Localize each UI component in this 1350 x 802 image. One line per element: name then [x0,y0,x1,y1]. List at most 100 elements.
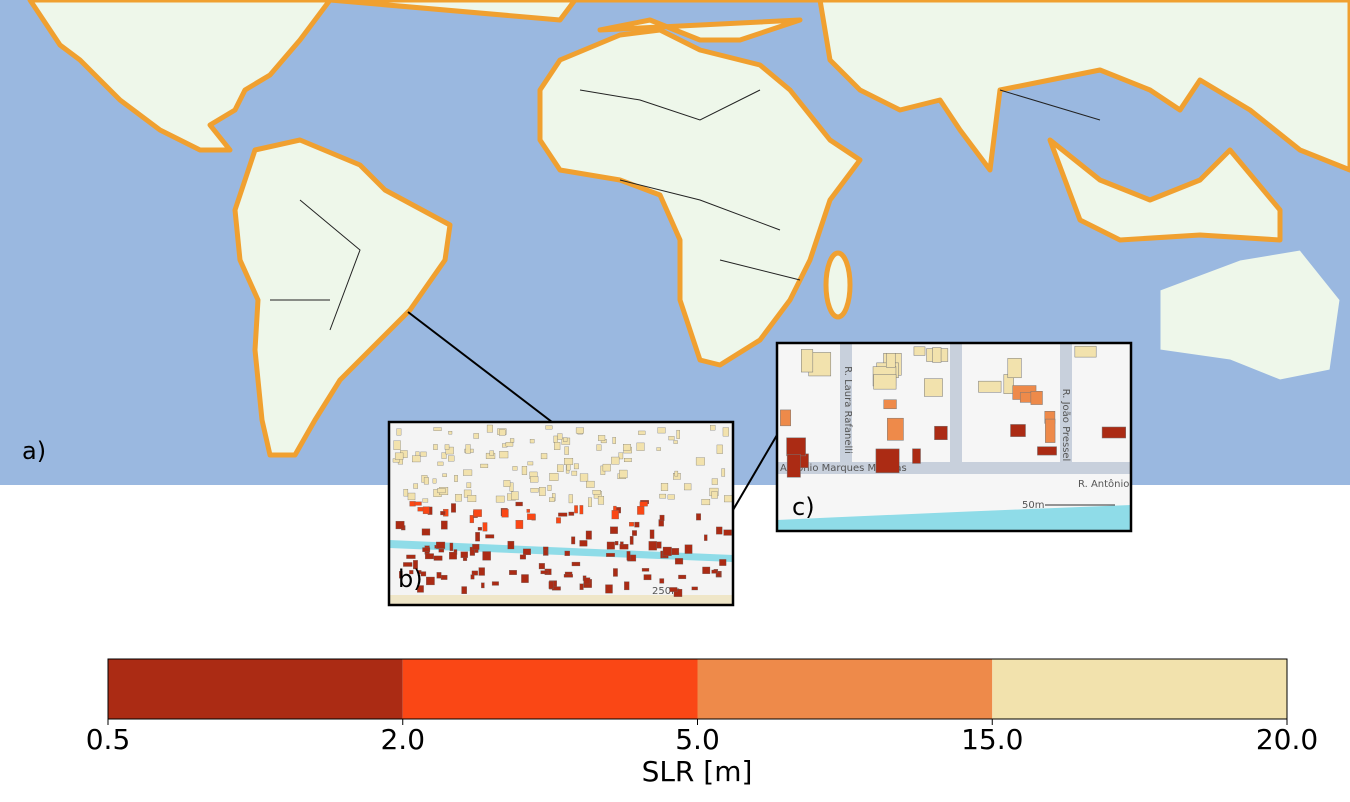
building [393,440,401,450]
building [515,520,524,529]
building [413,560,418,570]
colorbar: 0.5 2.0 5.0 15.0 20.0 [86,658,1318,756]
building [499,429,506,436]
inset-frame [775,341,1133,533]
building [586,480,595,488]
building [606,552,615,557]
building [395,520,405,530]
building [547,484,552,491]
building [716,526,723,535]
road [950,343,962,468]
scale-label: 250m [652,586,681,597]
building [433,427,442,431]
connector [732,434,778,511]
building [597,496,605,505]
building [1045,418,1056,443]
building [449,542,454,551]
building [724,495,734,503]
building [509,482,514,492]
building [613,568,618,577]
building [422,498,429,503]
colorbar-segment [992,659,1287,719]
building [579,505,584,515]
building [563,574,573,578]
building [455,494,462,502]
building [407,492,416,501]
building [422,506,430,515]
street-label: Antônio Marques Mathias [780,462,907,474]
building [605,584,613,594]
street-label: R. Laura Rafanelli [842,366,853,454]
building [558,512,568,517]
building [564,550,570,556]
building [634,521,640,528]
building [406,554,416,559]
building [474,549,479,553]
building [638,430,646,435]
building [507,540,515,550]
building [499,451,509,459]
building [678,574,687,580]
building [396,428,402,436]
building [873,374,897,390]
street-label: R. Antônio [1078,478,1129,490]
connector [407,311,553,423]
building [470,574,475,580]
building [440,520,448,530]
building [564,446,569,455]
building [448,455,455,462]
building [924,378,943,397]
building [668,436,675,441]
building [554,442,561,450]
colorbar-label: SLR [m] [642,755,753,788]
building [538,563,545,570]
building [557,464,564,472]
scale-label: 50m [1022,500,1044,511]
building [702,566,711,574]
building [786,437,806,457]
building [660,483,669,491]
colorbar-segment [108,659,403,719]
building [454,475,458,482]
building [598,435,606,441]
building [503,480,511,487]
building [433,555,443,561]
building [934,425,948,440]
building [417,585,424,593]
building [574,505,578,514]
building [477,527,482,531]
building [511,491,519,501]
building [571,536,576,545]
building [716,444,723,454]
building [701,499,711,506]
building [478,567,485,576]
building [606,541,615,550]
inset-frame [387,420,735,607]
street-label: R. João Pressel [1060,389,1071,462]
building [704,534,708,541]
building [676,429,680,439]
panel-label: c) [792,493,815,521]
building [461,586,467,595]
building [440,574,448,580]
building [637,506,645,515]
building [399,571,403,579]
panel-label: b) [398,565,423,593]
building [611,456,620,465]
building [579,583,584,590]
building [482,551,491,561]
colorbar-segment [402,659,698,719]
building [449,551,457,560]
building [695,457,705,466]
building [564,458,574,465]
building [432,478,437,484]
building [480,463,489,468]
building [710,425,716,431]
building [673,440,678,444]
building [1030,391,1043,405]
building [683,483,692,491]
building [540,453,548,460]
building [409,501,416,507]
building [505,442,514,447]
